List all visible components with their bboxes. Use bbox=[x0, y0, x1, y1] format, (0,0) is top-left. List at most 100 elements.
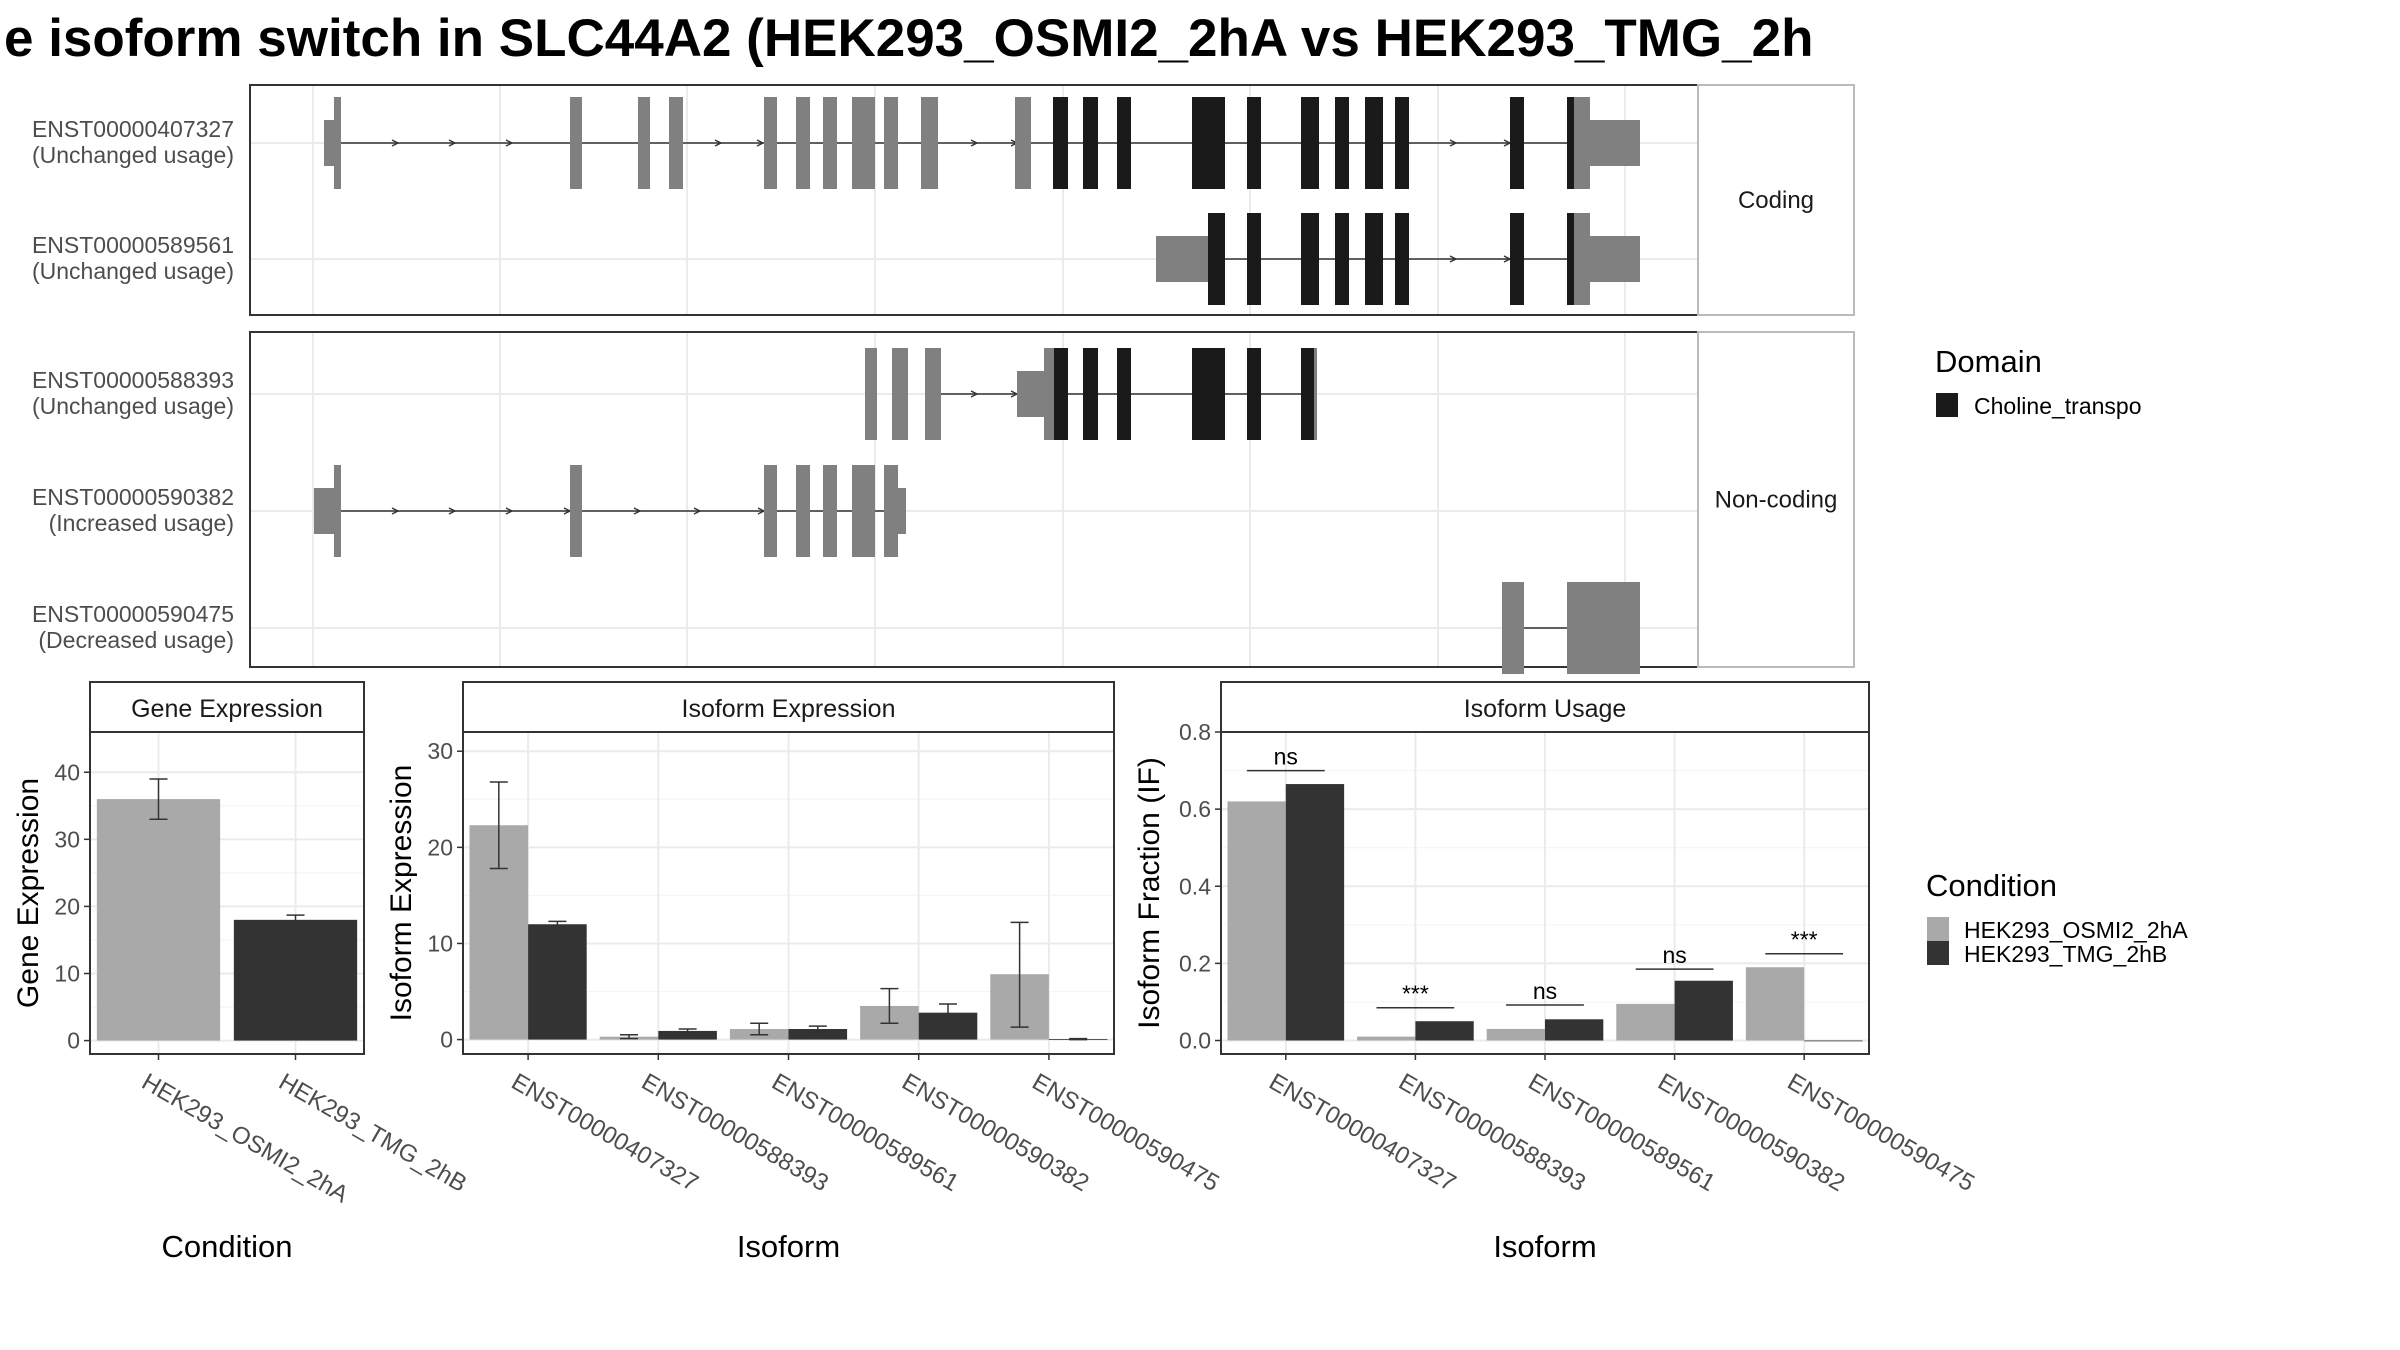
strand-arrow bbox=[693, 507, 702, 515]
bar bbox=[1415, 1021, 1474, 1041]
bar bbox=[1285, 784, 1345, 1041]
domain-exon bbox=[1365, 97, 1383, 189]
domain-exon bbox=[1192, 348, 1225, 440]
condition-legend-swatch-b bbox=[1927, 941, 1949, 965]
transcript-id-label: ENST00000590382 bbox=[32, 484, 234, 510]
domain-exon bbox=[1395, 213, 1409, 305]
domain-exon bbox=[1301, 97, 1319, 189]
y-axis-label: Isoform Expression bbox=[385, 765, 418, 1022]
facet-strip-label: Non-coding bbox=[1715, 487, 1838, 514]
domain-exon bbox=[1054, 348, 1068, 440]
facet-background bbox=[250, 332, 1698, 667]
significance-label: *** bbox=[1791, 927, 1818, 953]
domain-exon bbox=[1247, 213, 1261, 305]
y-tick-label: 0 bbox=[440, 1027, 453, 1053]
facet-background bbox=[250, 85, 1698, 315]
strand-arrow bbox=[391, 507, 400, 515]
exon bbox=[852, 465, 875, 557]
domain-legend-title: Domain bbox=[1935, 344, 2042, 379]
y-tick-label: 0 bbox=[67, 1028, 80, 1054]
exon bbox=[921, 97, 938, 189]
domain-exon bbox=[1567, 213, 1574, 305]
panel-title: Isoform Expression bbox=[682, 695, 896, 723]
exon bbox=[764, 465, 777, 557]
panel-border bbox=[89, 731, 365, 1055]
y-tick-label: 30 bbox=[54, 826, 80, 852]
strand-arrow bbox=[970, 390, 979, 398]
y-axis-label: Gene Expression bbox=[12, 778, 45, 1008]
utr-exon bbox=[898, 488, 906, 534]
domain-exon bbox=[1117, 348, 1131, 440]
utr-exon bbox=[1017, 371, 1044, 417]
bar-panel: Isoform UsagensENST00000407327***ENST000… bbox=[1133, 681, 1979, 1264]
panel-strip bbox=[89, 681, 365, 733]
error-bar bbox=[286, 914, 305, 924]
error-bar bbox=[489, 781, 508, 870]
exon bbox=[823, 97, 837, 189]
y-tick-label: 10 bbox=[54, 961, 80, 987]
exon bbox=[1314, 348, 1317, 440]
domain-exon bbox=[1247, 348, 1261, 440]
panel-title: Gene Expression bbox=[131, 695, 323, 723]
bar bbox=[1616, 1003, 1675, 1041]
strand-arrow bbox=[391, 139, 400, 147]
transcript-id-label: ENST00000588393 bbox=[32, 367, 234, 393]
bar bbox=[1227, 801, 1286, 1041]
domain-legend: Domain Choline_transpo bbox=[1935, 344, 2142, 419]
panel-border bbox=[462, 731, 1115, 1055]
panel-strip bbox=[462, 681, 1115, 733]
utr-exon bbox=[324, 120, 335, 166]
exon bbox=[1574, 213, 1590, 305]
y-tick-label: 0.6 bbox=[1179, 796, 1211, 822]
domain-exon bbox=[1301, 213, 1319, 305]
exon bbox=[865, 348, 877, 440]
bar-panel: Gene ExpressionHEK293_OSMI2_2hAHEK293_TM… bbox=[12, 681, 471, 1264]
transcript-row: ENST00000588393(Unchanged usage) bbox=[32, 348, 1317, 440]
significance-label: *** bbox=[1402, 981, 1429, 1007]
error-bar bbox=[548, 920, 567, 928]
strand-arrow bbox=[505, 139, 514, 147]
facet-strip bbox=[1697, 84, 1855, 316]
x-axis-label: Isoform bbox=[1493, 1229, 1596, 1264]
utr-exon bbox=[314, 488, 334, 534]
exon bbox=[1044, 348, 1054, 440]
transcript-id-label: ENST00000407327 bbox=[32, 116, 234, 142]
y-tick-label: 0.0 bbox=[1179, 1028, 1211, 1054]
error-bar bbox=[1069, 1037, 1088, 1041]
y-tick-label: 0.4 bbox=[1179, 873, 1211, 899]
y-tick-label: 0.8 bbox=[1179, 719, 1211, 745]
domain-exon bbox=[1083, 97, 1098, 189]
domain-exon bbox=[1301, 348, 1314, 440]
bar bbox=[1745, 967, 1805, 1041]
error-bar bbox=[149, 778, 168, 820]
domain-exon bbox=[1335, 213, 1349, 305]
transcript-id-label: ENST00000589561 bbox=[32, 232, 234, 258]
exon bbox=[669, 97, 683, 189]
figure-title: e isoform switch in SLC44A2 (HEK293_OSMI… bbox=[4, 9, 1813, 68]
domain-exon bbox=[1510, 97, 1524, 189]
exon bbox=[796, 465, 810, 557]
strand-arrow bbox=[714, 139, 723, 147]
panel-strip bbox=[1220, 681, 1870, 733]
y-tick-label: 20 bbox=[427, 834, 453, 860]
panel-border bbox=[1220, 731, 1870, 1055]
facet-strip bbox=[1697, 331, 1855, 668]
domain-legend-label: Choline_transpo bbox=[1974, 393, 2142, 419]
exon bbox=[823, 465, 837, 557]
bar-panels: Gene ExpressionHEK293_OSMI2_2hAHEK293_TM… bbox=[12, 681, 1979, 1264]
error-bar bbox=[808, 1025, 827, 1033]
exon bbox=[1567, 582, 1640, 674]
transcript-row: ENST00000407327(Unchanged usage) bbox=[32, 97, 1640, 189]
bar bbox=[658, 1030, 717, 1040]
exon bbox=[764, 97, 777, 189]
bar bbox=[233, 919, 358, 1041]
strand-arrow bbox=[970, 139, 979, 147]
transcript-usage-label: (Increased usage) bbox=[49, 510, 234, 536]
exon bbox=[334, 465, 341, 557]
strand-arrow bbox=[505, 507, 514, 515]
bar bbox=[1545, 1019, 1604, 1041]
error-bar bbox=[938, 1003, 957, 1022]
bar bbox=[1357, 1036, 1416, 1041]
transcript-id-label: ENST00000590475 bbox=[32, 601, 234, 627]
